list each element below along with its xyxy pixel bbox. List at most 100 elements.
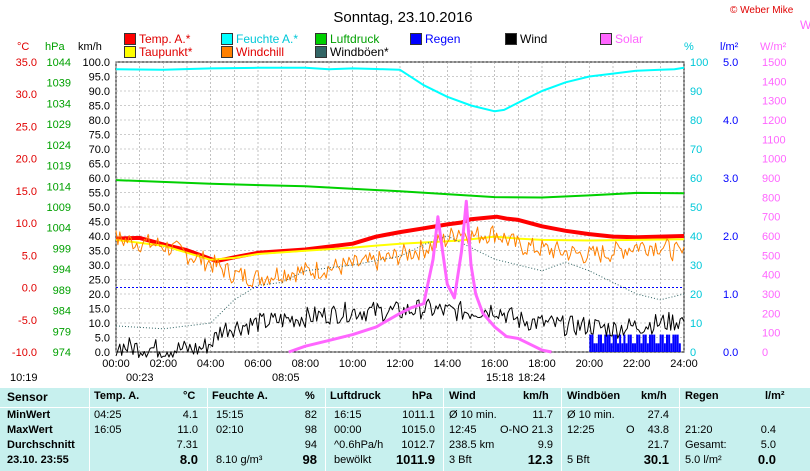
y-tick-label-temp: 15.0 — [16, 186, 37, 198]
y-tick-label-wind: 95.0 — [89, 72, 110, 84]
rain-bar — [661, 334, 664, 352]
x-tick-label: 04:00 — [197, 358, 225, 370]
stats-cell-temp-val: 11.0 — [177, 424, 198, 436]
rain-bar — [614, 334, 617, 352]
stats-cell-wind-a: 12:45 — [449, 424, 477, 436]
stats-cell-press-time: bewölkt — [334, 454, 372, 466]
legend-label: Temp. A.* — [139, 32, 191, 46]
rain-bar — [655, 343, 658, 352]
x-tick-label: 24:00 — [670, 358, 698, 370]
y-tick-label-pressure: 984 — [53, 306, 71, 318]
stats-header-wind-unit: km/h — [523, 390, 549, 402]
y-tick-label-wind: 0.0 — [95, 347, 110, 359]
legend-label: Windchill — [236, 45, 285, 59]
series-line-luftdruck — [115, 179, 685, 199]
stats-cell-hum-val: 98 — [302, 452, 317, 467]
rain-bar — [644, 334, 647, 352]
stats-cell-wind-a: Ø 10 min. — [449, 409, 497, 421]
y-tick-label-wind: 70.0 — [89, 144, 110, 156]
rain-bar — [666, 334, 669, 352]
x-tick-label: 14:00 — [434, 358, 462, 370]
rain-bar — [651, 334, 654, 352]
y-tick-label-pressure: 1039 — [47, 78, 71, 90]
series-line-wind — [115, 298, 685, 358]
legend-swatch — [315, 33, 327, 45]
rain-bar — [670, 343, 673, 352]
y-tick-label-rain: 0.0 — [723, 347, 738, 359]
y-tick-label-wind: 15.0 — [89, 304, 110, 316]
stats-cell-hum-time: 8.10 g/m³ — [216, 454, 263, 466]
stats-cell-temp-val: 7.31 — [176, 439, 198, 451]
rain-bar — [642, 334, 645, 352]
series-line-taupunkt — [115, 235, 685, 261]
rain-bar — [634, 343, 637, 352]
x-tick-label: 10:00 — [339, 358, 367, 370]
y-tick-label-pressure: 979 — [53, 326, 71, 338]
stats-cell-hum-time: 15:15 — [216, 409, 244, 421]
rain-bar — [653, 334, 656, 352]
y-tick-label-pressure: 989 — [53, 285, 71, 297]
y-tick-label-solar: 500 — [762, 250, 780, 262]
y-tick-label-wind: 40.0 — [89, 231, 110, 243]
axis-unit-hpa: hPa — [45, 41, 65, 53]
stats-cell-rain-a: 21:20 — [685, 424, 713, 436]
x-tick-label: 06:00 — [244, 358, 272, 370]
rain-bar — [640, 343, 643, 352]
series-line-temp-a- — [115, 214, 685, 264]
y-tick-label-pressure: 974 — [53, 347, 71, 359]
rain-bar — [663, 343, 666, 352]
stats-cell-press-time: 00:00 — [334, 424, 362, 436]
y-tick-label-solar: 1100 — [762, 134, 786, 146]
stats-cell-gust-a: 12:25 — [567, 424, 595, 436]
series-line-feuchte-a- — [115, 66, 685, 113]
y-tick-label-wind: 60.0 — [89, 173, 110, 185]
legend-item: Taupunkt* — [124, 45, 192, 59]
stats-header-gust: Windböen — [567, 390, 621, 402]
y-tick-label-humidity: 70 — [690, 144, 702, 156]
y-tick-label-solar: 400 — [762, 270, 780, 282]
axis-unit-solar: W/m² — [760, 41, 787, 53]
stats-cell-gust-a: 5 Bft — [567, 454, 590, 466]
moon-time-b: 18:24 — [518, 372, 546, 384]
rain-bar — [599, 334, 602, 352]
axis-unit-kmh: km/h — [78, 41, 102, 53]
weather-chart: Sonntag, 23.10.2016 00:00 02:00 04:00 06:00… — [12, 9, 787, 370]
stats-header-rain-unit: l/m² — [765, 390, 785, 402]
stats-cell-press-val: 1011.9 — [395, 452, 435, 467]
rain-bar — [591, 334, 594, 352]
chart-grid — [115, 61, 685, 353]
rain-bar — [627, 334, 630, 352]
legend-swatch — [315, 46, 327, 58]
y-tick-label-solar: 600 — [762, 231, 780, 243]
stats-cell-hum-time: 02:10 — [216, 424, 244, 436]
stats-cell-label: MinWert — [7, 409, 51, 421]
y-tick-label-temp: 30.0 — [16, 89, 37, 101]
sunrise-time: 10:19 — [10, 372, 38, 384]
rain-bar — [668, 334, 671, 352]
y-tick-label-wind: 30.0 — [89, 260, 110, 272]
stats-cell-rain-a: Gesamt: — [685, 439, 727, 451]
y-tick-label-solar: 1000 — [762, 154, 786, 166]
stats-table: Sensor Temp. A. °C Feuchte A. % Luftdruc… — [0, 388, 810, 471]
stats-header-hum: Feuchte A. — [212, 390, 268, 402]
y-tick-label-solar: 200 — [762, 308, 780, 320]
y-tick-label-rain: 3.0 — [723, 173, 738, 185]
legend-label: Feuchte A.* — [236, 32, 299, 46]
legend-swatch — [221, 46, 233, 58]
legend-item: Regen — [410, 32, 460, 46]
rain-bar — [676, 334, 679, 352]
y-tick-label-solar: 1300 — [762, 96, 786, 108]
rain-bar — [610, 343, 613, 352]
stats-cell-press-time: ^0.6hPa/h — [334, 439, 384, 451]
y-tick-label-pressure: 1009 — [47, 202, 71, 214]
rain-bar — [595, 343, 598, 352]
rain-bar — [606, 334, 609, 352]
stats-cell-gust-val: 21.7 — [647, 439, 669, 451]
y-tick-label-temp: 5.0 — [22, 250, 37, 262]
stats-cell-wind-val: 11.7 — [532, 409, 553, 421]
rain-bar — [597, 334, 600, 352]
chart-title: Sonntag, 23.10.2016 — [333, 9, 472, 26]
y-tick-label-wind: 25.0 — [89, 275, 110, 287]
y-tick-label-humidity: 20 — [690, 289, 702, 301]
y-tick-label-pressure: 999 — [53, 243, 71, 255]
